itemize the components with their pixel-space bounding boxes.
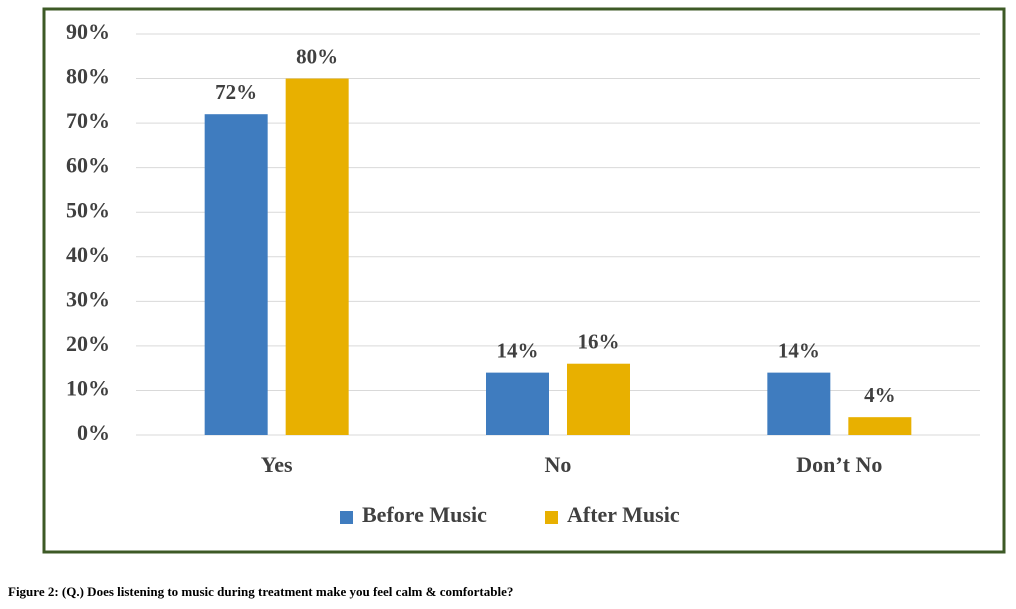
value-label: 16% <box>578 330 620 354</box>
y-tick-label: 80% <box>66 64 110 89</box>
value-label: 80% <box>296 44 338 68</box>
y-tick-label: 20% <box>66 331 110 356</box>
y-tick-label: 40% <box>66 242 110 267</box>
y-tick-label: 60% <box>66 153 110 178</box>
value-label: 72% <box>215 80 257 104</box>
y-tick-label: 90% <box>66 19 110 44</box>
x-tick-label: Don’t No <box>796 452 882 477</box>
chart-frame <box>42 7 1006 554</box>
y-tick-label: 10% <box>66 375 110 400</box>
legend-swatch <box>340 511 353 524</box>
value-label: 4% <box>864 383 896 407</box>
bar <box>285 78 349 436</box>
x-tick-label: No <box>545 452 572 477</box>
bar <box>767 372 831 435</box>
y-tick-label: 0% <box>77 420 110 445</box>
bar <box>486 372 549 435</box>
bar <box>567 363 630 435</box>
y-tick-label: 30% <box>66 286 110 311</box>
x-tick-label: Yes <box>261 452 293 477</box>
value-label: 14% <box>497 338 539 362</box>
bar <box>848 417 912 435</box>
y-tick-label: 70% <box>66 108 110 133</box>
value-label: 14% <box>778 338 820 362</box>
caption: Figure 2: (Q.) Does listening to music d… <box>8 584 513 599</box>
y-tick-label: 50% <box>66 197 110 222</box>
legend-label: After Music <box>567 502 680 527</box>
bar <box>204 114 268 435</box>
legend-label: Before Music <box>362 502 487 527</box>
legend-swatch <box>545 511 558 524</box>
